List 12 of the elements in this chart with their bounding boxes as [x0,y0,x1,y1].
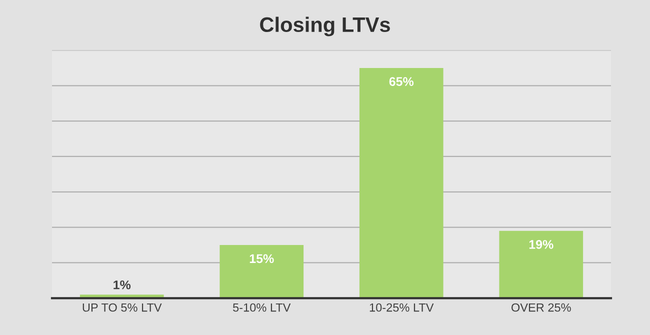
x-tick-label: UP TO 5% LTV [82,303,162,312]
x-tick-label: OVER 25% [512,303,571,312]
data-label: 19% [529,240,554,249]
bar [359,68,444,298]
x-tick-label: 5-10% LTV [233,303,291,312]
bar [220,245,304,298]
chart-title: Closing LTVs [260,16,390,36]
data-label: 15% [250,254,274,264]
bar [499,230,584,298]
data-label: 65% [389,77,414,86]
data-label: 1% [114,280,131,290]
x-tick-label: 10-25% LTV [370,303,434,312]
